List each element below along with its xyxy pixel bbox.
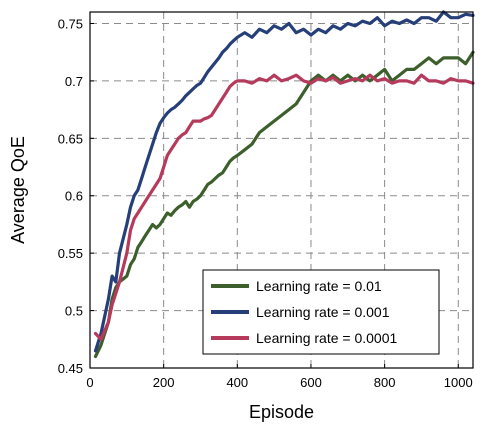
x-tick-label: 400 [226, 375, 248, 390]
series-lines [93, 10, 475, 359]
x-axis-title: Episode [249, 402, 314, 422]
x-tick-label: 0 [86, 375, 93, 390]
legend-label: Learning rate = 0.01 [256, 278, 382, 294]
y-tick-label: 0.5 [65, 304, 83, 319]
y-axis-title: Average QoE [8, 136, 28, 244]
plot-area [89, 11, 474, 369]
series-line-3 [93, 73, 475, 341]
y-tick-label: 0.45 [58, 361, 83, 376]
y-tick-label: 0.7 [65, 74, 83, 89]
series-line-2 [93, 10, 475, 353]
legend-label: Learning rate = 0.0001 [256, 330, 397, 346]
legend-label: Learning rate = 0.001 [256, 304, 390, 320]
y-tick-label: 0.75 [58, 16, 83, 31]
x-tick-label: 800 [374, 375, 396, 390]
x-tick-label: 1000 [444, 375, 473, 390]
y-tick-label: 0.65 [58, 131, 83, 146]
series-line-1 [93, 50, 475, 359]
x-tick-label: 200 [153, 375, 175, 390]
y-tick-label: 0.6 [65, 189, 83, 204]
x-tick-label: 600 [300, 375, 322, 390]
y-tick-label: 0.55 [58, 246, 83, 261]
axis-ticks: 0 200 400 600 800 1000 0.45 0.5 0.55 0.6 0.65 0.7 0.… [58, 16, 473, 390]
legend: Learning rate = 0.01 Learning rate = 0.00… [202, 269, 440, 355]
